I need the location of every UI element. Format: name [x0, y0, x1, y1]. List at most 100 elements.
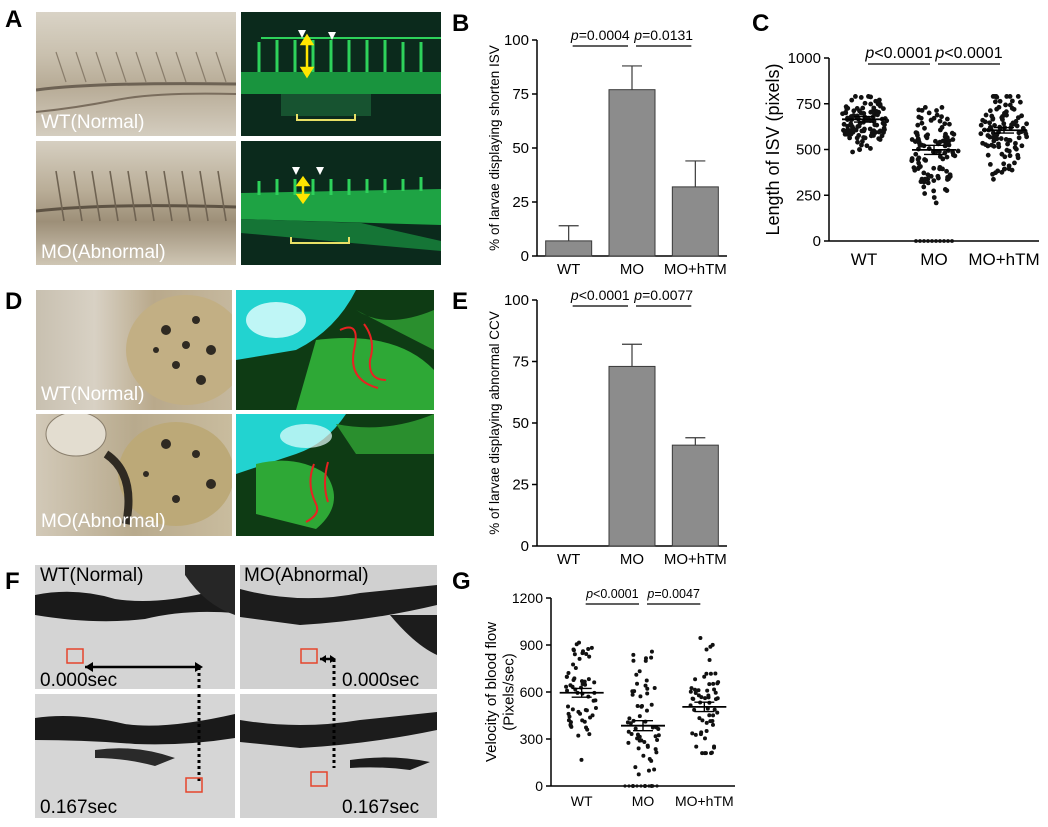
- data-point: [706, 693, 711, 698]
- data-point: [588, 715, 593, 720]
- data-point: [692, 707, 697, 712]
- y-tick-label: 600: [520, 684, 544, 700]
- data-point: [854, 105, 860, 111]
- data-point: [926, 110, 932, 116]
- data-point: [942, 134, 948, 140]
- data-point: [571, 647, 576, 652]
- data-point: [868, 94, 874, 100]
- data-point: [850, 149, 855, 155]
- data-point: [1002, 111, 1008, 116]
- data-point: [944, 154, 950, 160]
- data-point: [593, 706, 598, 711]
- data-point: [629, 732, 634, 737]
- data-point: [704, 720, 709, 725]
- data-point: [951, 152, 956, 158]
- y-axis-label: % of larvae displaying abnormal CCV: [487, 311, 502, 535]
- data-point: [978, 122, 984, 128]
- p-value-label: p<0.0001: [934, 45, 1002, 62]
- isv-fluorescence: [241, 30, 441, 121]
- panel-label-b: B: [452, 10, 470, 37]
- x-tick-label: MO+hTM: [664, 261, 727, 278]
- bar: [608, 89, 656, 257]
- data-point: [935, 175, 941, 181]
- data-point: [633, 726, 638, 731]
- data-point: [921, 184, 927, 190]
- data-point: [643, 658, 648, 663]
- data-point: [587, 732, 592, 737]
- blood-flow-wt-frame-1: [35, 694, 235, 818]
- data-point: [643, 683, 648, 688]
- brightfield-wt-heart-image: [36, 290, 232, 410]
- x-tick-label: WT: [557, 551, 580, 568]
- data-point: [568, 720, 573, 725]
- data-point: [928, 118, 934, 123]
- data-point: [584, 708, 589, 713]
- data-point: [707, 682, 712, 687]
- data-point: [939, 114, 944, 120]
- data-point: [652, 767, 657, 772]
- data-point: [931, 188, 937, 194]
- data-point: [692, 687, 697, 692]
- y-tick-label: 750: [796, 96, 821, 113]
- data-point: [703, 751, 708, 756]
- data-point: [656, 733, 661, 738]
- timestamp-label: 0.000sec: [342, 670, 420, 691]
- ccv-outline: [339, 326, 379, 389]
- data-point: [925, 180, 931, 186]
- data-point: [913, 151, 919, 157]
- data-point: [633, 765, 638, 770]
- isv-length-arrow: [299, 33, 315, 79]
- data-point: [631, 658, 636, 663]
- data-point: [940, 138, 946, 144]
- data-point: [710, 722, 715, 727]
- data-point: [655, 738, 660, 743]
- data-point: [882, 122, 887, 128]
- panel-label-a: A: [5, 6, 23, 33]
- data-point: [987, 120, 992, 126]
- data-point: [649, 702, 654, 707]
- flow-texture: [35, 694, 235, 793]
- data-point: [700, 751, 705, 756]
- data-point: [858, 95, 864, 100]
- data-point: [649, 649, 654, 654]
- brightfield-mo-heart-image: [36, 414, 232, 536]
- y-tick-label: 300: [520, 731, 544, 747]
- data-point: [939, 105, 945, 110]
- data-point: [645, 744, 650, 749]
- fluorescence-mo-isv-image: [241, 141, 441, 265]
- image-caption-wt: WT(Normal): [41, 112, 145, 133]
- data-point: [909, 137, 915, 142]
- data-point: [635, 704, 640, 709]
- data-point: [636, 772, 641, 777]
- data-point: [877, 137, 883, 142]
- data-point: [635, 681, 640, 686]
- data-point: [1006, 163, 1012, 169]
- data-point: [570, 707, 575, 712]
- data-point: [638, 694, 643, 699]
- data-point: [634, 672, 639, 677]
- data-point: [917, 142, 923, 148]
- x-tick-label: MO+hTM: [664, 551, 727, 568]
- data-point: [691, 697, 696, 702]
- data-point: [955, 148, 961, 154]
- x-tick-label: MO+hTM: [968, 250, 1039, 269]
- data-point: [881, 130, 886, 135]
- p-value-label: p<0.0001: [585, 587, 639, 601]
- data-point: [696, 693, 701, 698]
- data-point: [918, 239, 922, 243]
- data-point: [581, 649, 586, 654]
- data-point: [862, 135, 868, 141]
- data-point: [564, 674, 569, 679]
- image-caption-wt: WT(Normal): [40, 565, 144, 586]
- data-point: [850, 129, 856, 135]
- y-tick-label: 75: [512, 86, 529, 103]
- data-point: [713, 690, 718, 695]
- data-point: [625, 720, 630, 725]
- data-point: [1024, 121, 1029, 127]
- data-point: [994, 94, 1000, 100]
- blood-flow-mo-frame-0: [240, 565, 437, 689]
- data-point: [945, 177, 950, 182]
- data-point: [712, 707, 717, 712]
- data-point: [576, 733, 581, 738]
- data-point: [844, 131, 850, 137]
